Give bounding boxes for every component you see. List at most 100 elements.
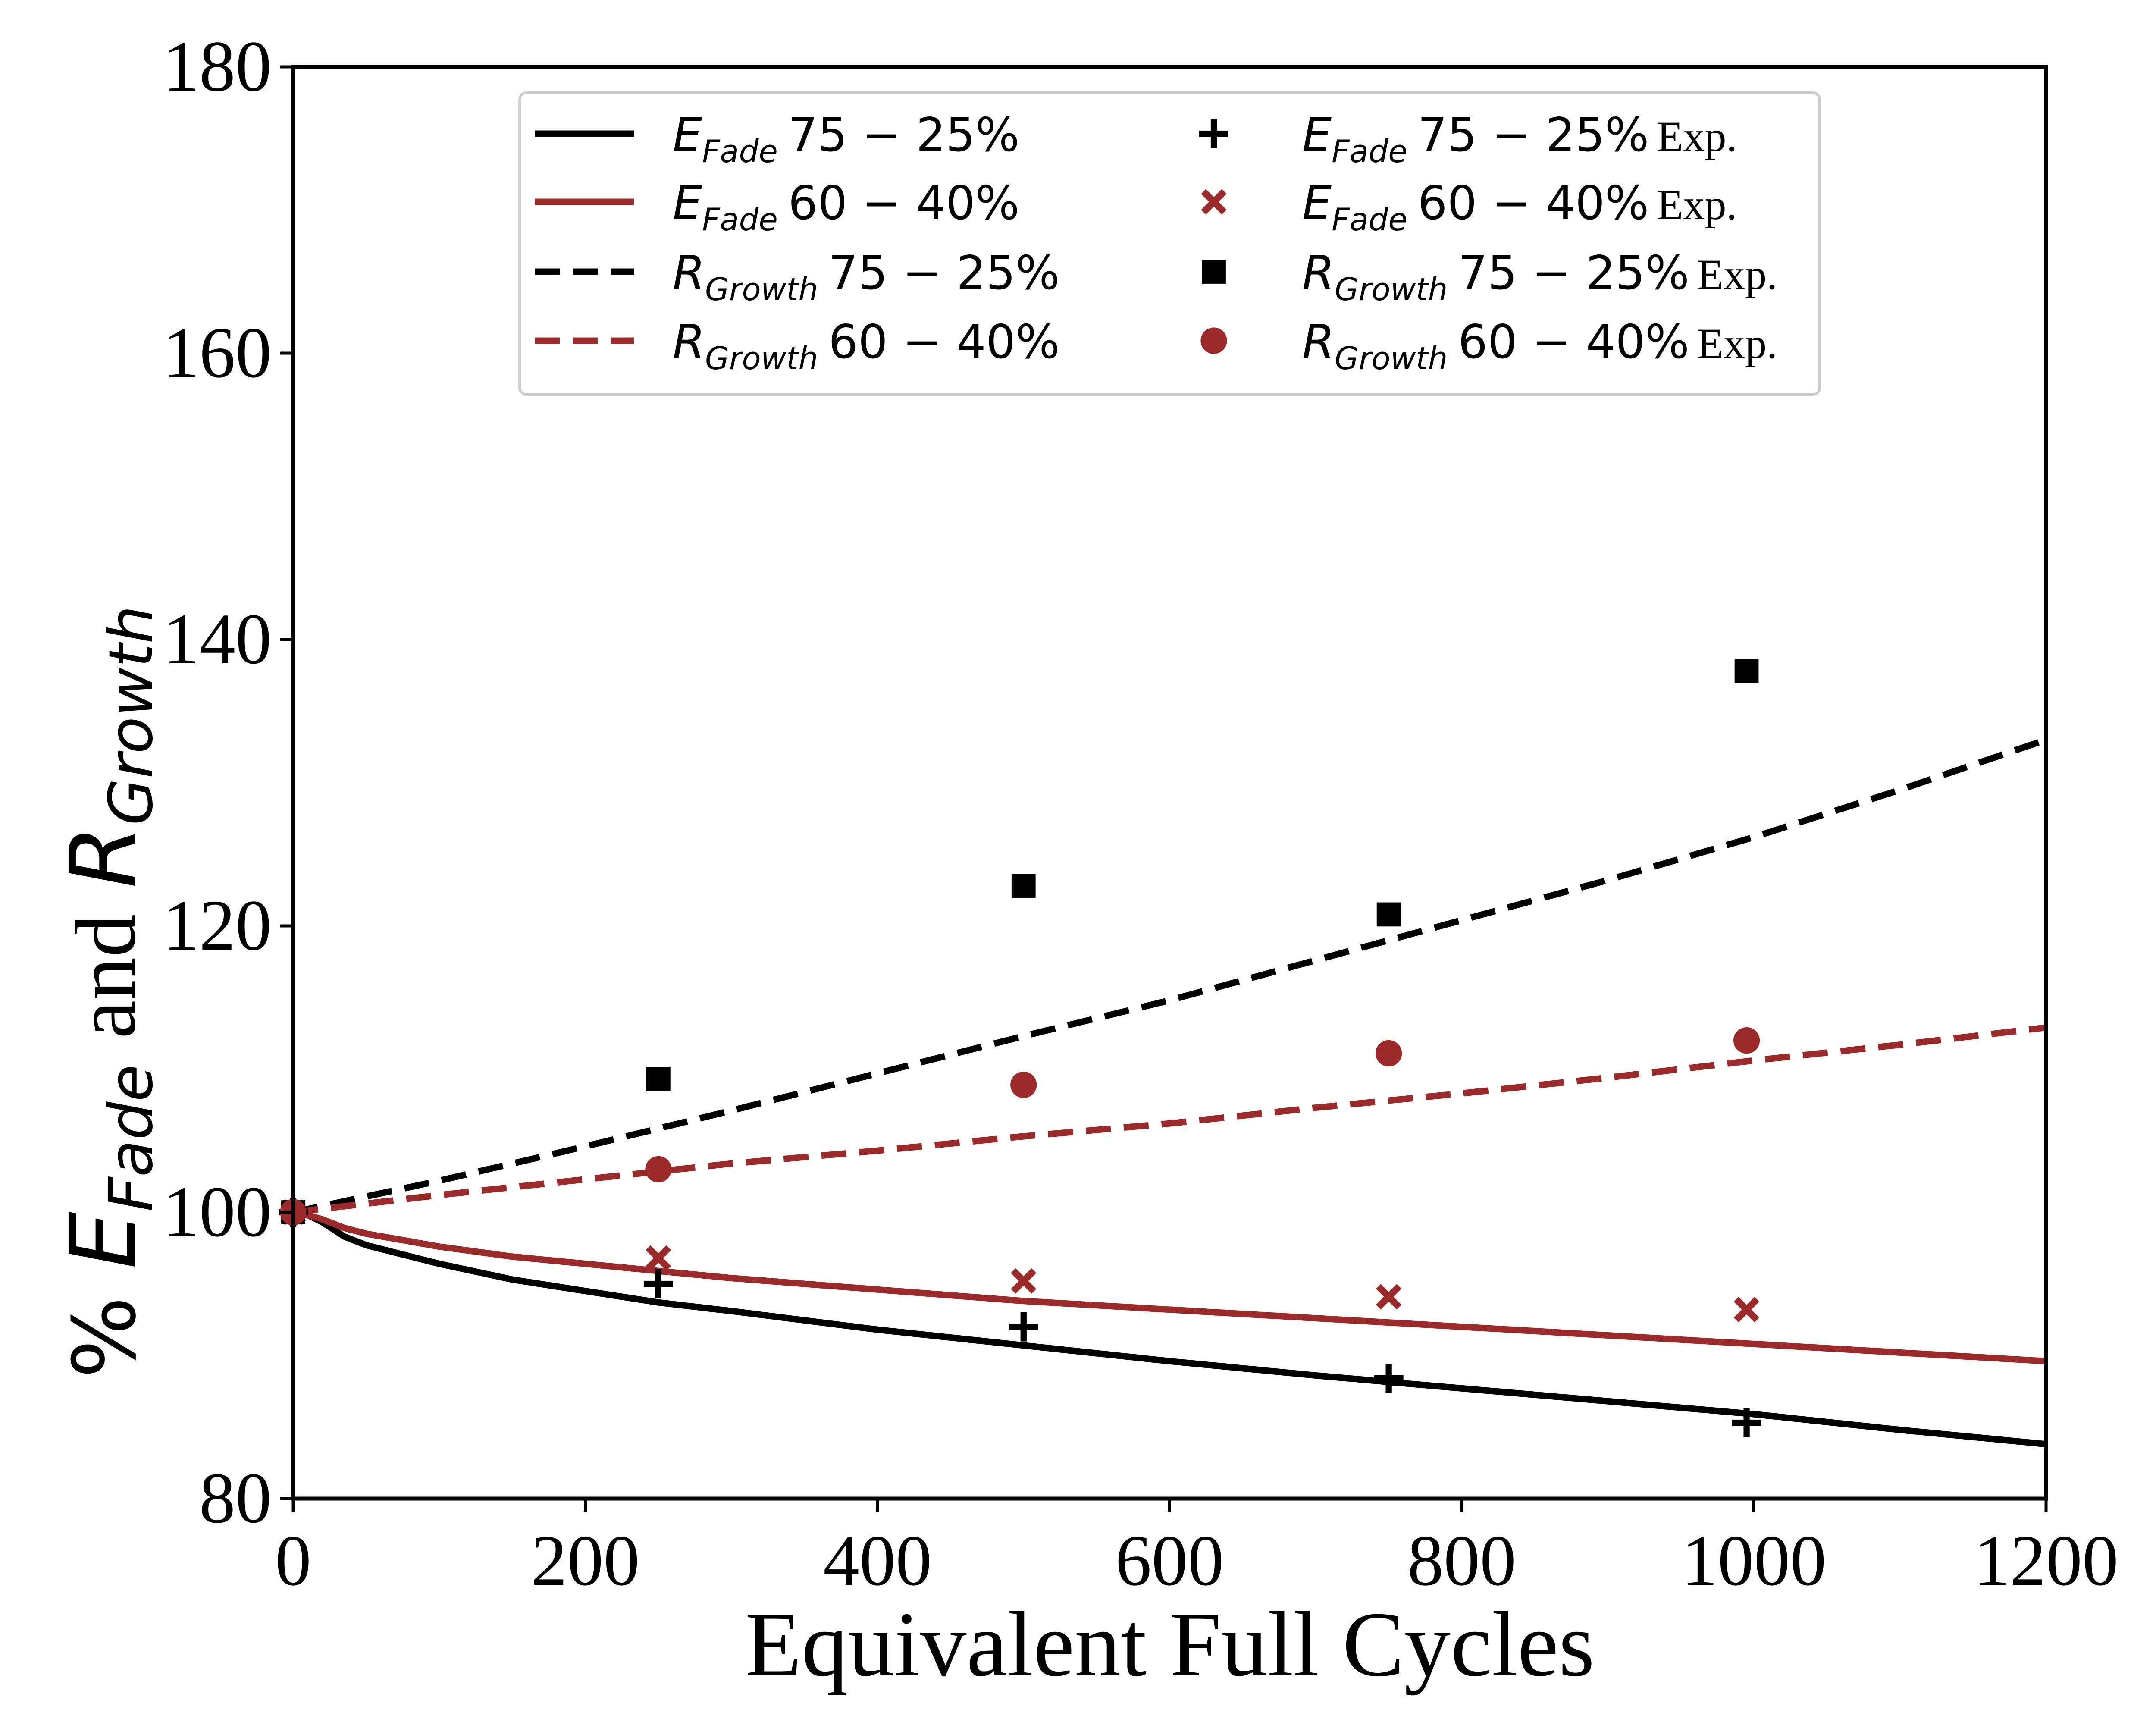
legend-label-rest: 60 − 40% [828, 315, 1060, 369]
x-tick-label: 200 [531, 1521, 640, 1601]
legend-label-rest: 60 − 40% [1458, 315, 1689, 369]
plot-area [279, 659, 2047, 1448]
legend-label: RGrowth 60 − 40% [673, 315, 1060, 376]
legend-label-sub: Growth [1335, 340, 1448, 376]
data-point [1010, 1071, 1037, 1098]
legend-marker [1201, 189, 1227, 215]
data-point-shape [1376, 1284, 1402, 1310]
data-point [1734, 659, 1759, 683]
series-8 [280, 1027, 1760, 1226]
legend-label-sub: Fade [1332, 201, 1407, 238]
legend-label-rest: 60 − 40% [1418, 176, 1649, 230]
data-point [1732, 1408, 1761, 1438]
legend-label: EFade 75 − 25% Exp. [1302, 108, 1737, 169]
legend-label-rest: 75 − 25% [1418, 108, 1649, 162]
data-point-shape [646, 1245, 671, 1271]
series-line [292, 1209, 2046, 1448]
legend-entry: RGrowth 60 − 40% Exp. [1200, 315, 1777, 376]
legend-label-rest: 75 − 25% [788, 108, 1020, 162]
y-tick-label: 120 [163, 885, 272, 966]
legend-label: RGrowth 60 − 40% Exp. [1302, 315, 1777, 376]
x-tick-label: 0 [275, 1521, 311, 1601]
legend-marker [1200, 327, 1227, 354]
legend-label-exp: Exp. [1657, 113, 1737, 160]
legend-label-sub: Fade [702, 201, 778, 238]
legend-entry: EFade 60 − 40% Exp. [1201, 176, 1737, 238]
series-line [292, 1209, 2046, 1364]
data-point [1733, 1297, 1760, 1323]
y-tick-label: 80 [199, 1458, 272, 1538]
x-axis-label: Equivalent Full Cycles [745, 1593, 1595, 1696]
series-4 [293, 1024, 2046, 1216]
data-point [1009, 1312, 1038, 1342]
legend-label-exp: Exp. [1657, 181, 1737, 229]
legend-label-exp: Exp. [1697, 320, 1777, 367]
data-point [1376, 1040, 1402, 1067]
data-point [646, 1067, 671, 1091]
data-point-shape [1733, 1297, 1760, 1323]
data-point [1011, 874, 1036, 898]
legend-label-sub: Growth [705, 271, 818, 307]
legend-frame [518, 91, 1821, 396]
axes: 0 200 400 600 800 1000 1200 80 100 120 140 160 180 [163, 26, 2118, 1601]
y-axis-label: % EFadeandRGrowth [50, 605, 166, 1378]
data-point [645, 1156, 672, 1182]
legend-label-main: R [1302, 315, 1335, 369]
legend-entry: EFade 60 − 40% [535, 176, 1019, 238]
legend-label: EFade 60 − 40% [673, 176, 1019, 238]
legend-label-rest: 75 − 25% [1458, 246, 1689, 300]
y-tick-label: 140 [163, 599, 272, 679]
y-tick-label: 100 [163, 1172, 272, 1252]
series-6 [280, 1199, 1760, 1323]
legend-entry: EFade 75 − 25% Exp. [1199, 108, 1737, 169]
legend-label-rest: 75 − 25% [828, 246, 1060, 300]
legend-label-exp: Exp. [1697, 251, 1777, 298]
series-5 [279, 1198, 1761, 1438]
data-point [1376, 1284, 1402, 1310]
legend-label-sub: Growth [1335, 271, 1448, 307]
x-tick-label: 600 [1116, 1521, 1224, 1601]
x-tick-label: 1200 [1974, 1521, 2118, 1601]
x-tick-label: 800 [1407, 1521, 1516, 1601]
legend-label: EFade 75 − 25% [673, 108, 1019, 169]
legend-marker [1202, 260, 1226, 284]
legend-marker [1199, 119, 1229, 148]
legend-marker-shape [1201, 189, 1227, 215]
data-point [646, 1245, 671, 1271]
y-tick-label: 160 [163, 313, 272, 393]
legend-label-sub: Fade [1332, 133, 1407, 169]
x-tick-label: 1000 [1682, 1521, 1827, 1601]
legend-label-rest: 60 − 40% [788, 176, 1020, 230]
legend-label-main: E [673, 176, 702, 230]
legend-entry: EFade 75 − 25% [535, 108, 1019, 169]
y-tick-label: 180 [163, 26, 272, 107]
legend-entry: RGrowth 75 − 25% Exp. [1202, 246, 1777, 307]
legend-label-sub: Fade [702, 133, 778, 169]
series-line [292, 737, 2047, 1216]
legend-label-main: E [1302, 176, 1332, 230]
legend-entry: RGrowth 60 − 40% [535, 315, 1060, 376]
legend-label: RGrowth 75 − 25% [673, 246, 1060, 307]
legend-label-main: E [673, 108, 702, 162]
x-tick-label: 400 [823, 1521, 932, 1601]
legend-entry: RGrowth 75 − 25% [535, 246, 1060, 307]
data-point [1733, 1027, 1760, 1054]
data-point [1011, 1268, 1037, 1294]
legend-label-sub: Growth [705, 340, 818, 376]
legend-label: RGrowth 75 − 25% Exp. [1302, 246, 1777, 307]
legend-label: EFade 60 − 40% Exp. [1302, 176, 1737, 238]
legend-label-main: R [673, 315, 705, 369]
legend-label-main: E [1302, 108, 1332, 162]
data-point [1376, 902, 1401, 927]
data-point [643, 1269, 673, 1299]
data-point [1374, 1364, 1404, 1393]
legend-label-main: R [673, 246, 705, 300]
series-line [293, 1024, 2046, 1216]
series-2 [292, 1209, 2046, 1364]
data-point-shape [1011, 1268, 1037, 1294]
legend-label-main: R [1302, 246, 1335, 300]
series-1 [292, 1209, 2046, 1448]
legend: EFade 75 − 25%EFade 60 − 40%RGrowth 75 − 25… [518, 91, 1821, 396]
series-3 [292, 737, 2047, 1216]
